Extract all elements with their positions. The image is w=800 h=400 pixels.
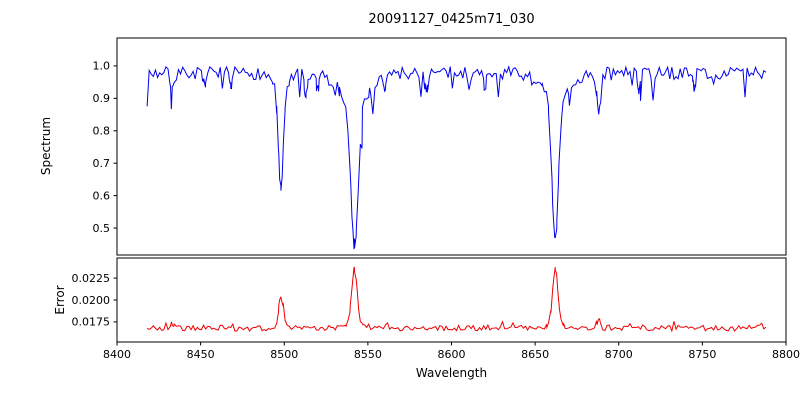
x-tick-label: 8700 [605,348,633,361]
spectrum-line [146,65,767,250]
x-tick-label: 8550 [354,348,382,361]
y-tick-label: 0.6 [93,189,111,202]
x-tick-label: 8650 [521,348,549,361]
x-tick-label: 8750 [688,348,716,361]
y-tick-label: 1.0 [93,60,111,73]
x-tick-label: 8450 [187,348,215,361]
y-tick-label: 0.8 [93,125,111,138]
y-axis-label-error: Error [53,285,67,315]
y-tick-label: 0.7 [93,157,111,170]
y-axis-label-spectrum: Spectrum [39,116,53,176]
chart-title: 20091127_0425m71_030 [368,12,535,27]
spectrum-panel: 0.5 0.6 0.7 0.8 0.9 1.0 [93,37,787,256]
x-tick-label: 8800 [772,348,800,361]
error-panel: 0.0175 0.0200 0.0225 8400 8450 8500 8550 8600 86… [72,257,800,361]
x-tick-label: 8500 [270,348,298,361]
y-tick-label: 0.9 [93,92,111,105]
spectrum-axis-frame [116,37,787,256]
y-tick-label: 0.0200 [72,294,111,307]
error-line [146,266,767,333]
y-tick-label: 0.5 [93,222,111,235]
y-tick-label: 0.0225 [72,272,111,285]
x-tick-label: 8600 [438,348,466,361]
x-tick-label: 8400 [103,348,131,361]
x-axis-label: Wavelength [415,366,488,380]
y-tick-label: 0.0175 [72,316,111,329]
